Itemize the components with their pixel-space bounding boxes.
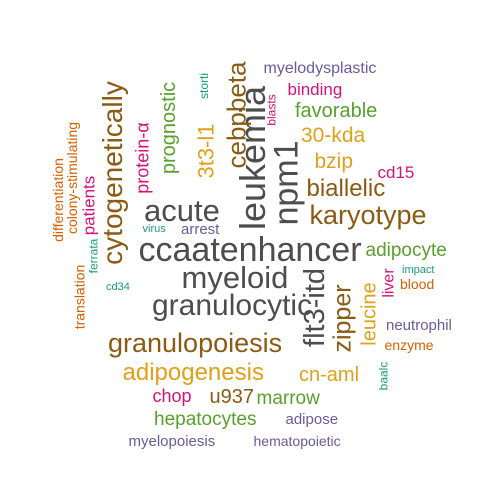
word-ferrata: ferrata	[85, 238, 100, 274]
word-karyotype: karyotype	[309, 199, 427, 230]
word-blood: blood	[400, 276, 435, 292]
word-myeloid: myeloid	[181, 259, 289, 295]
word-granulopoiesis: granulopoiesis	[108, 327, 283, 358]
word-granulocytic: granulocytic	[152, 289, 313, 322]
word-3t3-l1: 3t3-l1	[193, 123, 219, 179]
word-npm1: npm1	[267, 140, 306, 226]
word-ccaatenhancer: ccaatenhancer	[138, 231, 362, 269]
word-neutrophil: neutrophil	[386, 316, 452, 334]
word-30-kda: 30-kda	[301, 123, 366, 147]
word-chop: chop	[152, 386, 192, 406]
word-cn-aml: cn-aml	[299, 364, 360, 386]
word-patients: patients	[79, 175, 99, 235]
word-cd34: cd34	[106, 280, 130, 293]
word-bzip: bzip	[314, 149, 354, 173]
word-baalc: baalc	[375, 361, 390, 391]
word-translation: translation	[70, 264, 87, 330]
word-marrow: marrow	[256, 387, 320, 409]
word-zipper: zipper	[328, 283, 357, 353]
word-adipogenesis: adipogenesis	[122, 359, 264, 386]
word-hematopoietic: hematopoietic	[253, 433, 341, 449]
word-cytogenetically: cytogenetically	[96, 81, 128, 265]
word-protein-: protein-α	[132, 122, 153, 194]
word-prognostic: prognostic	[158, 81, 181, 175]
word-impact: impact	[402, 263, 435, 276]
word-favorable: favorable	[295, 100, 378, 122]
word-liver: liver	[380, 268, 398, 298]
word-adipocyte: adipocyte	[365, 239, 447, 261]
word-differentiation: differentiation	[49, 158, 66, 242]
word-enzyme: enzyme	[384, 337, 434, 353]
word-myelodysplastic: myelodysplastic	[263, 60, 377, 77]
word-binding: binding	[287, 79, 343, 99]
word-adipose: adipose	[285, 410, 339, 428]
word-cebpbeta: cebpbeta	[220, 61, 251, 169]
word-flt3-itd: flt3-itd	[298, 267, 331, 347]
word-arrest: arrest	[181, 220, 220, 238]
word-storti: storti	[197, 72, 212, 100]
word-leucine: leucine	[358, 282, 381, 346]
word-biallelic: biallelic	[306, 175, 386, 202]
word-acute: acute	[144, 192, 220, 228]
word-cd15: cd15	[377, 162, 415, 182]
word-hepatocytes: hepatocytes	[154, 408, 257, 430]
word-virus: virus	[142, 222, 166, 235]
word-colony-stimulating: colony-stimulating	[64, 121, 81, 235]
word-myelopoiesis: myelopoiesis	[128, 432, 216, 450]
word-blasts: blasts	[264, 94, 279, 126]
word-u937: u937	[209, 386, 255, 408]
